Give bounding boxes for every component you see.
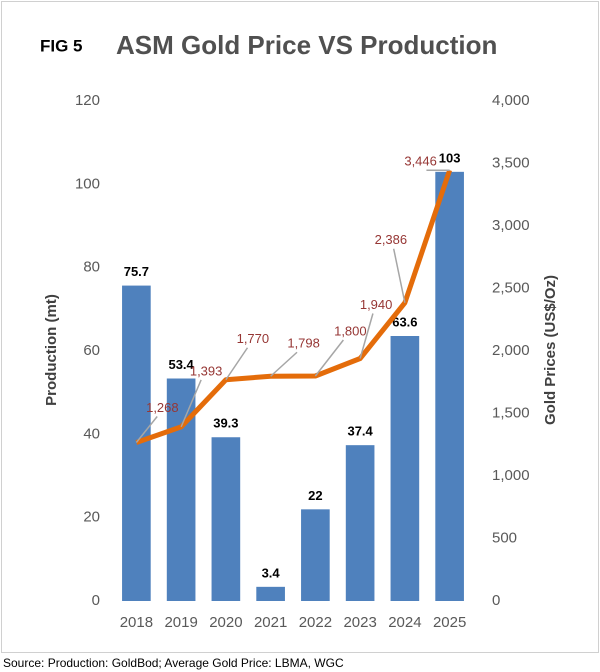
bar-value-label: 75.7: [124, 264, 149, 279]
line-value-label: 1,268: [146, 400, 179, 415]
line-value-label: 3,446: [404, 154, 437, 169]
x-tick-label: 2020: [209, 614, 242, 631]
y-tick-label: 80: [83, 259, 100, 276]
y2-tick-label: 1,500: [492, 404, 530, 421]
x-tick-label: 2021: [254, 614, 287, 631]
y2-tick-label: 1,000: [492, 467, 530, 484]
line-value-label: 1,393: [190, 363, 223, 378]
y2-tick-label: 3,500: [492, 154, 530, 171]
bar: [435, 171, 464, 602]
bar: [301, 509, 330, 601]
bar: [345, 445, 375, 601]
bar-value-label: 22: [308, 488, 322, 503]
y-tick-label: 100: [75, 175, 100, 192]
x-tick-label: 2019: [164, 614, 197, 631]
leader-line: [392, 248, 406, 303]
bar-value-label: 39.3: [213, 416, 238, 431]
leader-line: [314, 339, 344, 377]
y2-tick-label: 2,000: [492, 342, 530, 359]
leader-line: [180, 379, 202, 428]
y-tick-label: 60: [83, 342, 100, 359]
bar: [256, 586, 285, 601]
y-axis-label: Production (mt): [43, 294, 60, 406]
y2-tick-label: 500: [492, 529, 517, 546]
chart-title: ASM Gold Price VS Production: [116, 30, 497, 60]
y-tick-label: 40: [83, 425, 100, 442]
bar-value-label: 63.6: [392, 314, 417, 329]
bar-value-label: 53.4: [168, 357, 194, 372]
bar: [211, 437, 241, 601]
price-line: [135, 169, 452, 445]
y2-tick-label: 2,500: [492, 279, 530, 296]
leader-line: [225, 347, 249, 381]
leader-line: [359, 313, 374, 359]
leader-line: [270, 351, 298, 377]
bar-value-label: 3.4: [262, 565, 281, 580]
source-note: Source: Production: GoldBod; Average Gol…: [3, 656, 344, 670]
line-value-label: 1,798: [287, 336, 320, 351]
bar-value-label: 103: [439, 150, 461, 165]
line-value-label: 2,386: [375, 232, 408, 247]
x-tick-label: 2018: [120, 614, 153, 631]
frame: [1, 1, 599, 653]
bar: [122, 285, 151, 601]
x-tick-label: 2022: [299, 614, 332, 631]
y2-tick-label: 4,000: [492, 92, 530, 109]
line-value-label: 1,770: [237, 331, 270, 346]
x-tick-label: 2025: [433, 614, 466, 631]
y-tick-label: 20: [83, 509, 100, 526]
x-tick-label: 2023: [343, 614, 376, 631]
line-value-label: 1,940: [360, 297, 393, 312]
y-tick-label: 0: [92, 592, 100, 609]
bar-value-label: 37.4: [347, 424, 373, 439]
leader-line: [135, 416, 158, 443]
y2-tick-label: 0: [492, 592, 500, 609]
y2-axis-label: Gold Prices (US$/Oz): [542, 275, 559, 425]
figure-label: FIG 5: [40, 36, 83, 55]
y2-tick-label: 3,000: [492, 217, 530, 234]
bar: [390, 336, 420, 601]
y-tick-label: 120: [75, 92, 100, 109]
line-value-label: 1,800: [334, 323, 367, 338]
x-tick-label: 2024: [388, 614, 421, 631]
